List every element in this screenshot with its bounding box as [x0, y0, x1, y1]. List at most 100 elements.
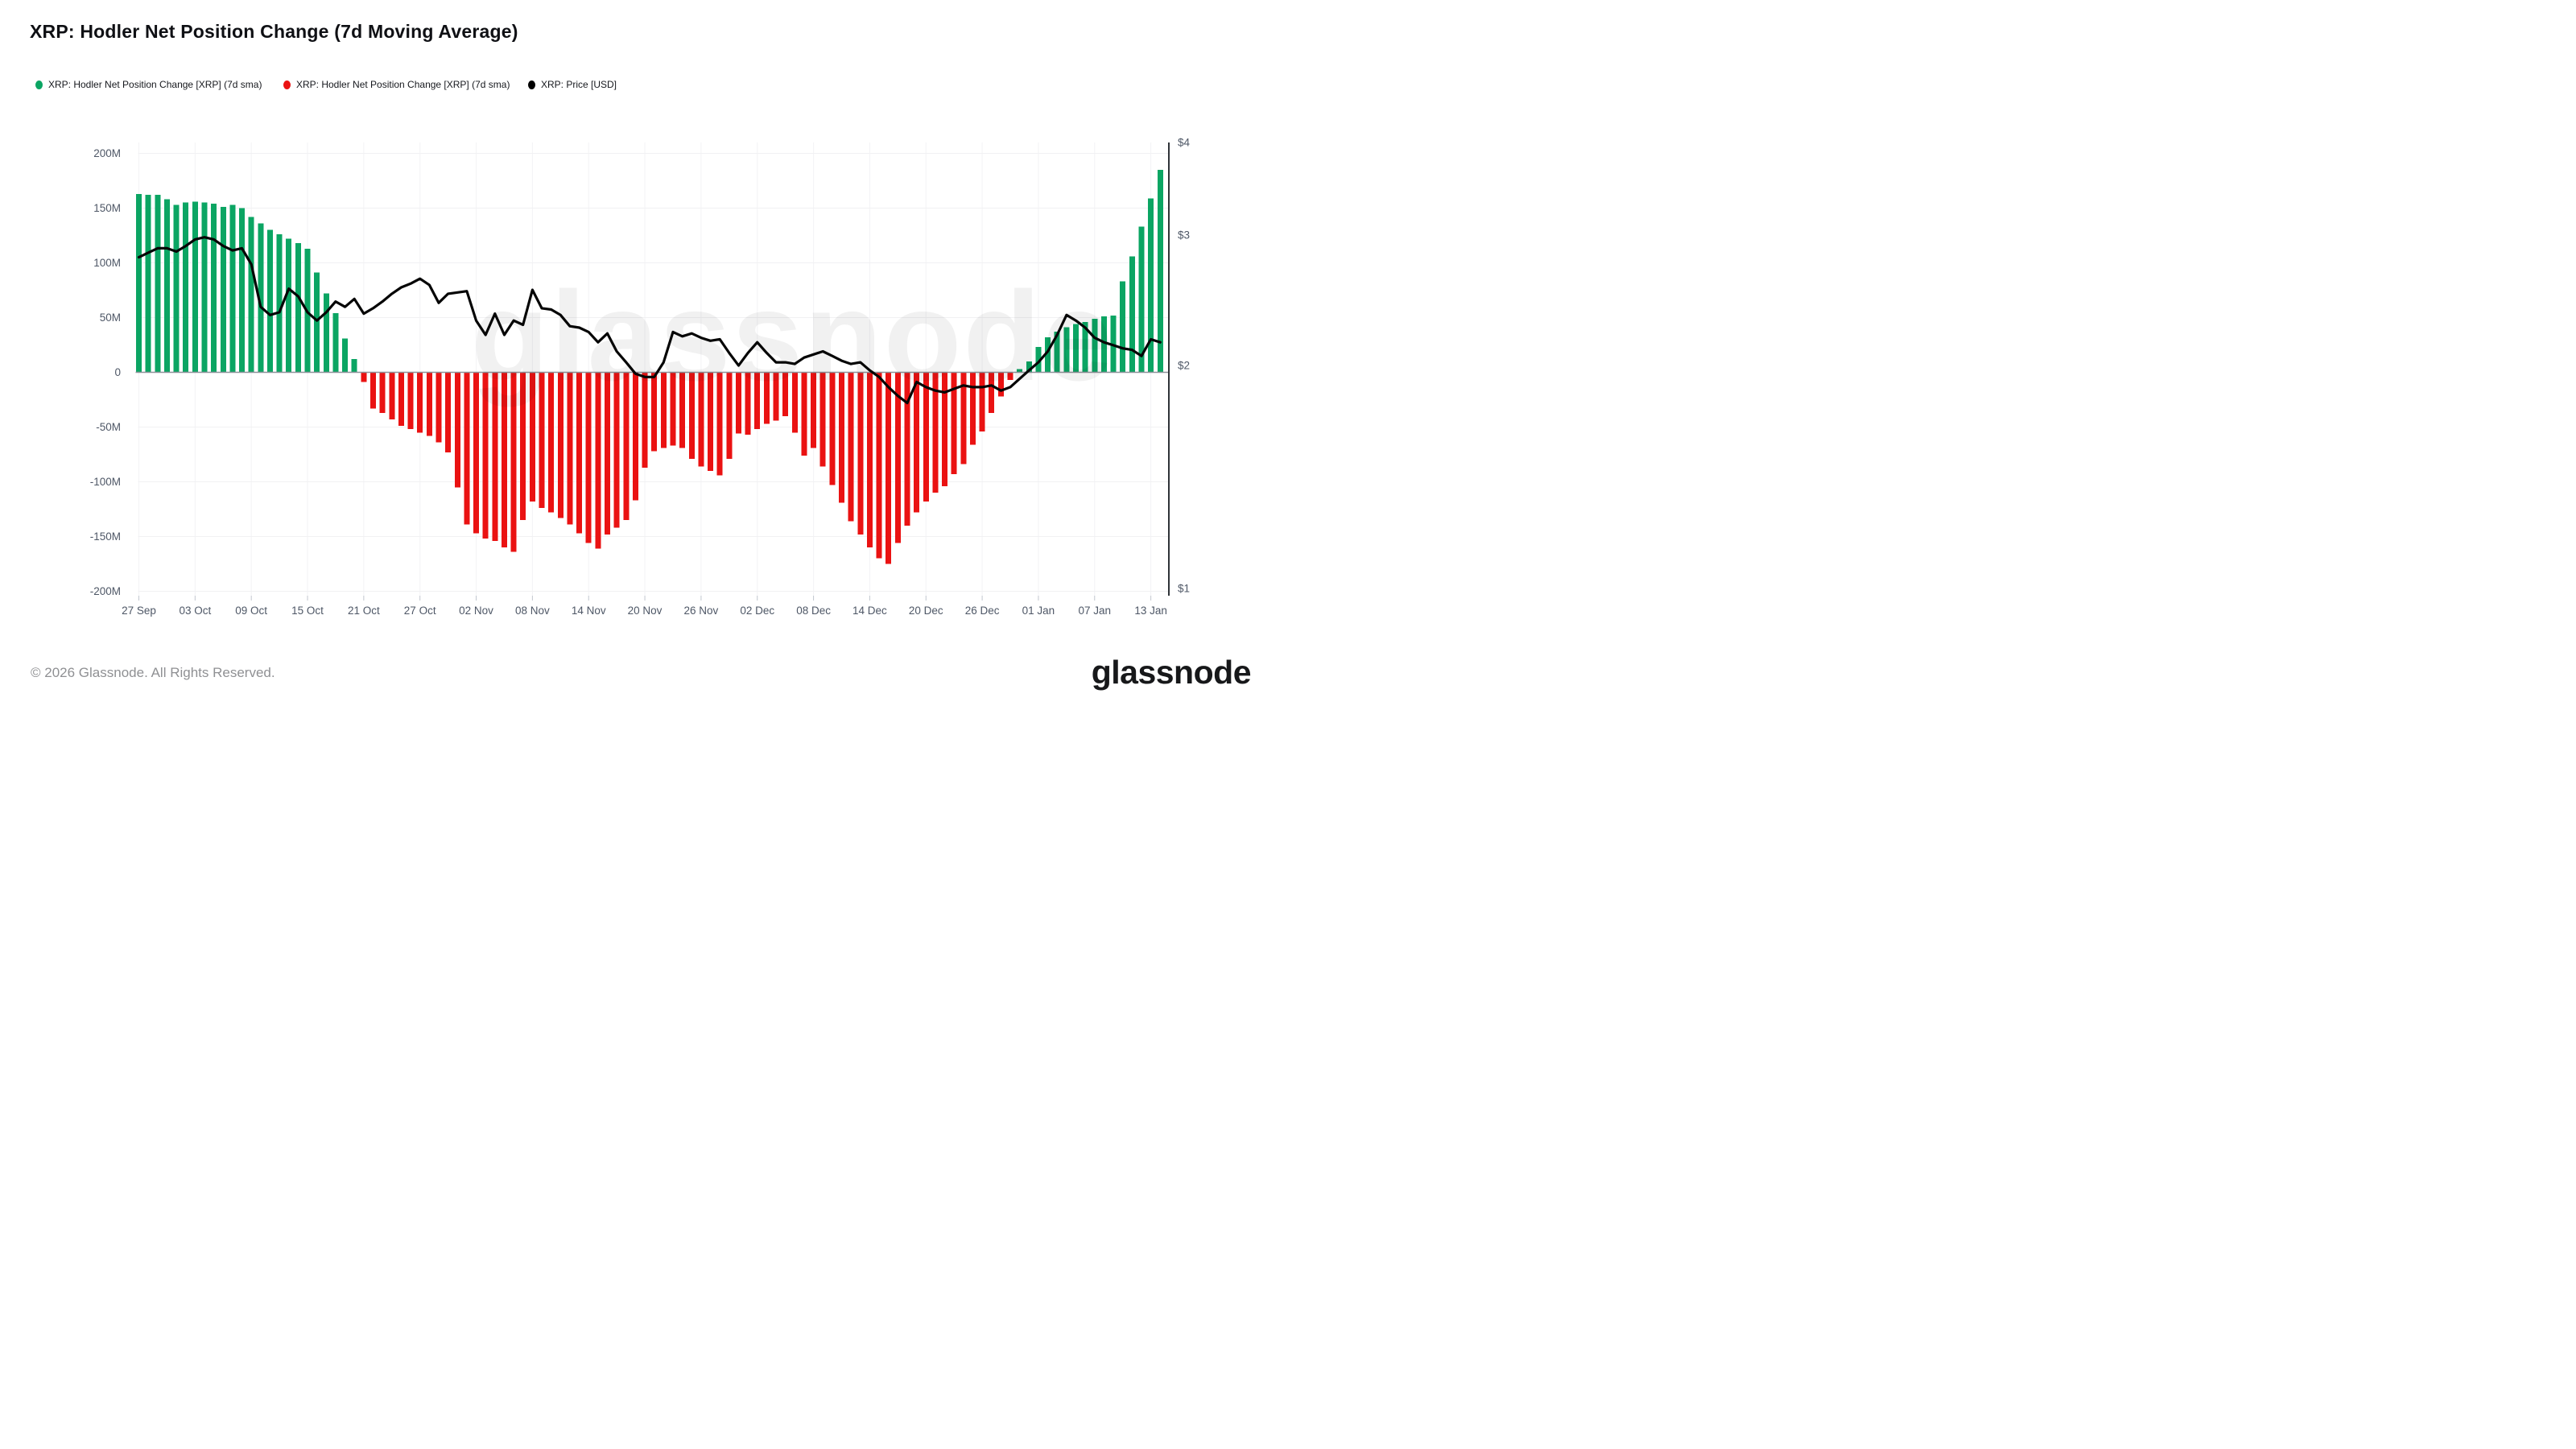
bar-negative [539, 372, 545, 509]
bar-positive [266, 229, 273, 373]
bar-negative [576, 372, 583, 534]
x-axis-label: 07 Jan [1079, 605, 1112, 617]
glassnode-chart-page: XRP: Hodler Net Position Change (7d Movi… [0, 0, 1288, 724]
bar-negative [857, 372, 864, 535]
bar-negative [651, 372, 658, 452]
bar-positive [155, 195, 161, 373]
x-axis-label: 27 Oct [404, 605, 436, 617]
bar-positive [1110, 315, 1117, 373]
bar-positive [1138, 226, 1145, 373]
bar-negative [613, 372, 620, 528]
bar-negative [510, 372, 517, 552]
red-dot-icon [283, 80, 291, 89]
legend-item-hodler-negative[interactable]: XRP: Hodler Net Position Change [XRP] (7… [283, 79, 510, 90]
bar-negative [557, 372, 564, 518]
x-axis-label: 20 Dec [909, 605, 943, 617]
glassnode-logo[interactable]: glassnode [1091, 654, 1252, 691]
bar-negative [829, 372, 836, 485]
legend-item-label: XRP: Hodler Net Position Change [XRP] (7… [296, 79, 510, 90]
bar-negative [839, 372, 844, 503]
x-axis-label: 01 Jan [1022, 605, 1055, 617]
bar-negative [960, 372, 967, 464]
bar-negative [482, 372, 489, 539]
bar-negative [904, 372, 910, 526]
y-axis-label: -150M [90, 530, 121, 543]
bar-positive [1063, 327, 1070, 373]
bar-negative [426, 372, 432, 436]
bar-negative [370, 372, 376, 409]
legend: XRP: Hodler Net Position Change [XRP] (7… [0, 79, 1288, 95]
bar-positive [183, 202, 189, 373]
bar-negative [679, 372, 686, 448]
bar-negative [969, 372, 976, 445]
bar-positive [258, 223, 264, 373]
price-axis-label: $4 [1178, 137, 1191, 149]
x-axis-label: 08 Nov [515, 605, 550, 617]
bar-negative [745, 372, 751, 436]
x-axis-label: 14 Nov [572, 605, 606, 617]
bar-negative [529, 372, 535, 502]
y-axis-label: 50M [100, 312, 121, 324]
bar-positive [136, 193, 142, 373]
x-axis-label: 20 Nov [628, 605, 663, 617]
bar-positive [173, 204, 180, 373]
bar-positive [351, 359, 357, 373]
bar-negative [492, 372, 498, 541]
x-axis-label: 26 Dec [965, 605, 1000, 617]
bar-positive [323, 293, 329, 373]
bar-positive [1082, 321, 1088, 373]
x-axis-label: 03 Oct [179, 605, 211, 617]
bar-negative [848, 372, 854, 522]
copyright-text: © 2026 Glassnode. All Rights Reserved. [31, 665, 275, 680]
bar-negative [436, 372, 442, 443]
bar-negative [501, 372, 507, 548]
bar-negative [585, 372, 592, 543]
bar-positive [248, 217, 254, 373]
legend-item-price[interactable]: XRP: Price [USD] [528, 79, 617, 90]
bar-negative [473, 372, 480, 534]
bar-negative [660, 372, 667, 448]
bar-negative [866, 372, 873, 548]
bar-negative [623, 372, 630, 521]
bar-negative [801, 372, 807, 456]
bar-negative [932, 372, 939, 493]
bar-positive [314, 272, 320, 373]
bar-negative [389, 372, 395, 419]
bar-positive [163, 199, 170, 373]
bar-negative [670, 372, 676, 446]
bar-negative [445, 372, 452, 452]
bar-positive [1100, 316, 1107, 373]
bar-positive [286, 238, 292, 373]
bar-positive [192, 201, 198, 373]
chart-canvas[interactable]: glassnode 200M 150M 100M 50M 0 -50M -100M -150M -… [0, 0, 1288, 724]
bar-positive [1045, 336, 1051, 373]
x-axis-label: 02 Dec [740, 605, 774, 617]
bar-negative [819, 372, 826, 467]
bar-positive [1148, 198, 1154, 373]
x-axis-label: 08 Dec [796, 605, 831, 617]
x-axis-label: 02 Nov [459, 605, 493, 617]
bar-positive [1157, 169, 1163, 373]
bar-negative [791, 372, 798, 433]
bar-negative [876, 372, 882, 559]
bar-positive [276, 234, 283, 373]
bar-negative [595, 372, 601, 549]
bar-negative [708, 372, 714, 471]
bar-negative [979, 372, 985, 431]
bar-negative [989, 372, 995, 413]
bar-positive [1054, 332, 1060, 373]
bar-positive [1026, 361, 1032, 373]
bar-positive [332, 313, 339, 373]
legend-item-label: XRP: Price [USD] [541, 79, 617, 90]
bar-positive [1017, 369, 1023, 373]
bar-negative [567, 372, 573, 525]
bar-positive [229, 204, 236, 373]
legend-item-hodler-positive[interactable]: XRP: Hodler Net Position Change [XRP] (7… [35, 79, 262, 90]
bar-negative [379, 372, 386, 413]
bar-negative [951, 372, 957, 474]
bar-positive [211, 204, 217, 373]
bar-negative [735, 372, 741, 434]
bar-negative [914, 372, 920, 513]
price-axis-label: $2 [1178, 360, 1190, 372]
bar-positive [220, 207, 226, 373]
